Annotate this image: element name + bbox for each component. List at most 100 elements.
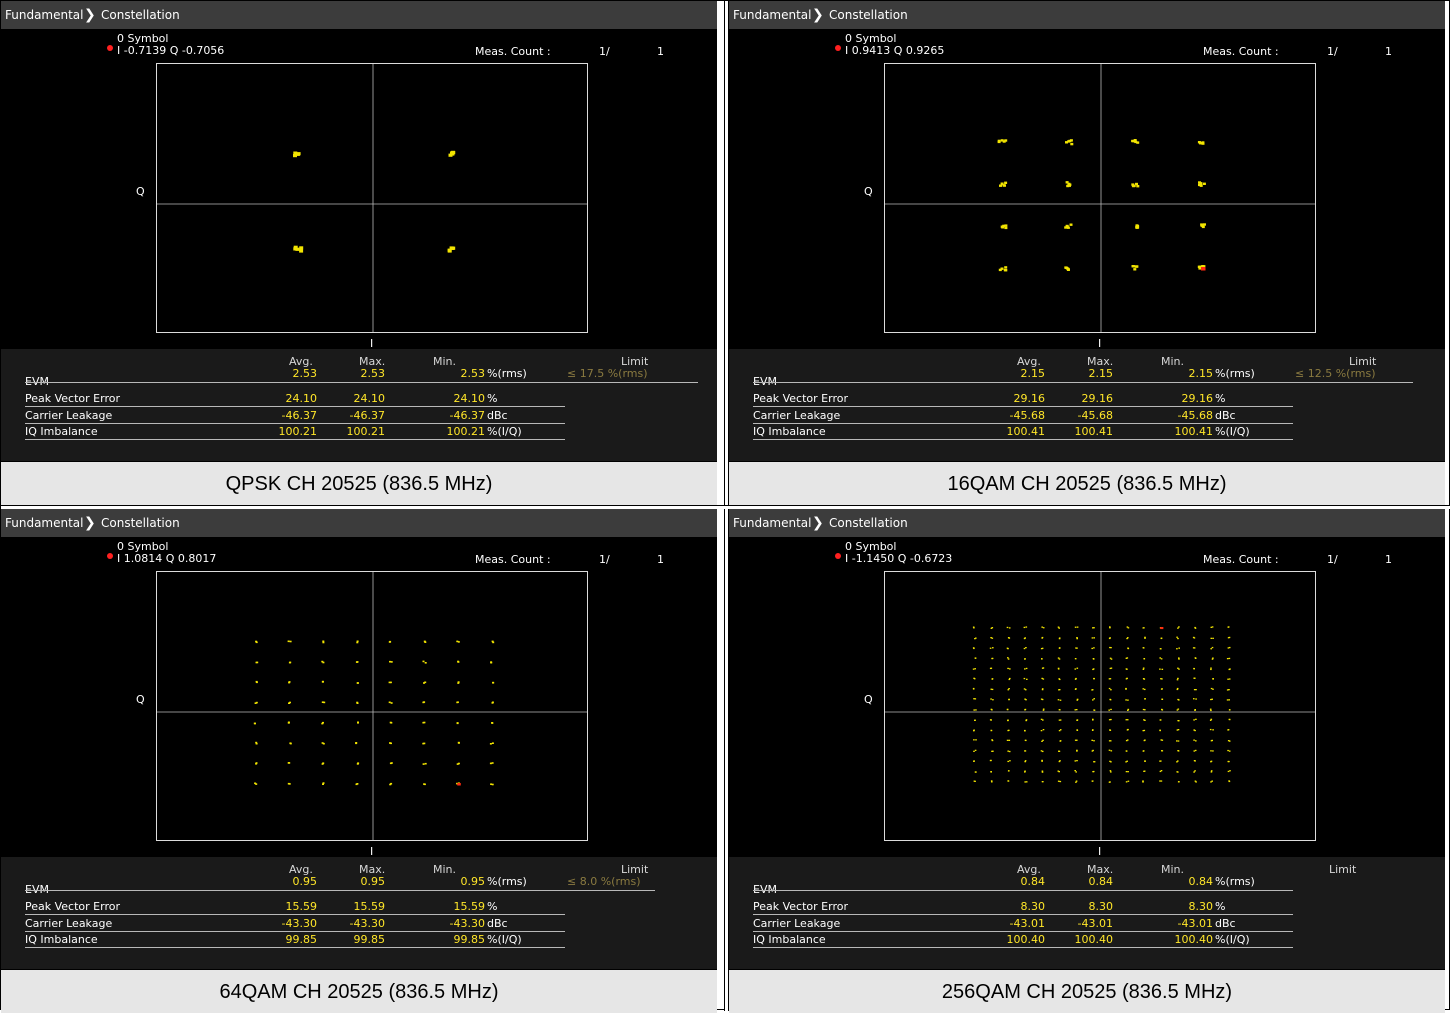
constellation-point <box>1159 668 1161 670</box>
breadcrumb-fundamental[interactable]: Fundamental <box>733 8 812 22</box>
constellation-point <box>1008 750 1011 753</box>
constellation-point <box>1177 740 1180 742</box>
constellation-point <box>1093 740 1095 742</box>
constellation-point <box>293 151 298 155</box>
breadcrumb-fundamental[interactable]: Fundamental <box>5 8 84 22</box>
evm-min: 2.53 <box>460 367 486 380</box>
constellation-point <box>990 627 993 629</box>
col-avg: Avg. <box>289 355 313 368</box>
pve-avg: 15.59 <box>285 900 318 913</box>
q-axis-label: Q <box>864 185 873 198</box>
constellation-point <box>1091 739 1093 741</box>
iq-max: 99.85 <box>353 933 386 946</box>
constellation-point <box>1176 761 1178 763</box>
constellation-point <box>1074 688 1077 690</box>
constellation-point <box>1110 761 1112 763</box>
constellation-point <box>1176 648 1178 650</box>
breadcrumb-constellation[interactable]: Constellation <box>829 8 908 22</box>
constellation-point <box>1003 268 1007 272</box>
constellation-plot[interactable] <box>884 63 1316 333</box>
pve-max: 29.16 <box>1081 392 1114 405</box>
constellation-point <box>1142 647 1145 649</box>
constellation-point <box>1126 657 1129 659</box>
constellation-point <box>322 640 325 643</box>
constellation-point <box>1025 719 1028 721</box>
constellation-point <box>1075 771 1077 773</box>
breadcrumb-fundamental[interactable]: Fundamental <box>5 516 84 530</box>
evm-limit: ≤ 8.0 %(rms) <box>567 875 641 888</box>
pve-max: 24.10 <box>353 392 386 405</box>
constellation-plot[interactable] <box>884 571 1316 841</box>
meas-count-label: Meas. Count : <box>1203 45 1279 58</box>
constellation-point <box>1210 781 1212 783</box>
constellation-point <box>1131 183 1135 186</box>
constellation-point <box>1212 688 1214 690</box>
constellation-point <box>1007 658 1010 660</box>
constellation-point <box>1058 678 1061 681</box>
constellation-point <box>491 783 494 786</box>
constellation-point <box>1198 183 1201 187</box>
constellation-point <box>254 722 256 725</box>
constellation-point <box>322 641 325 644</box>
iq-readout: I 1.0814 Q 0.8017 <box>117 552 217 565</box>
constellation-point <box>1041 750 1044 753</box>
constellation-point <box>1227 637 1230 639</box>
constellation-point <box>1008 699 1010 701</box>
constellation-point <box>456 763 459 765</box>
constellation-point <box>1176 636 1178 638</box>
row-cl-name: Carrier Leakage <box>25 917 113 930</box>
evm-max: 2.15 <box>1088 367 1114 380</box>
constellation-plot[interactable] <box>156 63 588 333</box>
breadcrumb: Fundamental ❯ Constellation <box>1 509 717 537</box>
constellation-point <box>1193 698 1195 700</box>
pve-avg: 8.30 <box>1020 900 1046 913</box>
constellation-point <box>1228 718 1231 721</box>
constellation-point <box>1125 657 1128 659</box>
constellation-point <box>1026 678 1028 680</box>
constellation-point <box>991 678 994 680</box>
constellation-point <box>1194 709 1196 711</box>
constellation-point <box>1193 771 1195 773</box>
constellation-point <box>1007 780 1009 782</box>
breadcrumb-fundamental[interactable]: Fundamental <box>733 516 812 530</box>
constellation-point <box>1058 647 1061 649</box>
constellation-point <box>1210 637 1213 639</box>
symbol-label: 0 Symbol <box>117 32 169 45</box>
constellation-point <box>1075 709 1078 711</box>
row-pve-name: Peak Vector Error <box>25 392 120 405</box>
constellation-point <box>1110 667 1113 669</box>
row-divider <box>753 439 1293 440</box>
constellation-point <box>1076 739 1078 741</box>
constellation-point <box>1108 709 1110 711</box>
constellation-point <box>1211 626 1214 628</box>
constellation-point <box>975 739 977 741</box>
constellation-point <box>1007 760 1009 763</box>
constellation-point <box>997 139 1001 143</box>
constellation-point <box>321 722 324 725</box>
breadcrumb-constellation[interactable]: Constellation <box>829 516 908 530</box>
constellation-point <box>1074 678 1077 680</box>
constellation-point <box>1065 181 1069 184</box>
constellation-point <box>1076 647 1078 649</box>
meas-count-label: Meas. Count : <box>1203 553 1279 566</box>
constellation-point <box>1178 668 1180 670</box>
constellation-point <box>1197 265 1201 268</box>
cl-unit: dBc <box>1215 409 1236 422</box>
i-axis-label: I <box>1098 337 1102 350</box>
iq-avg: 100.41 <box>1006 425 1046 438</box>
constellation-point <box>1092 658 1095 660</box>
constellation-point <box>1212 657 1214 659</box>
constellation-point <box>1110 689 1112 691</box>
breadcrumb-constellation[interactable]: Constellation <box>101 8 180 22</box>
constellation-point <box>1209 728 1212 731</box>
results-table: Avg. Max. Min. Limit EVM 2.53 2.53 2.53 … <box>1 349 717 461</box>
constellation-point <box>990 759 992 762</box>
constellation-point <box>1197 141 1201 144</box>
constellation-plot[interactable] <box>156 571 588 841</box>
constellation-point <box>390 762 393 764</box>
constellation-point <box>1194 760 1196 762</box>
constellation-point <box>1195 718 1197 720</box>
breadcrumb-constellation[interactable]: Constellation <box>101 516 180 530</box>
pve-avg: 29.16 <box>1013 392 1046 405</box>
i-axis-label: I <box>1098 845 1102 858</box>
